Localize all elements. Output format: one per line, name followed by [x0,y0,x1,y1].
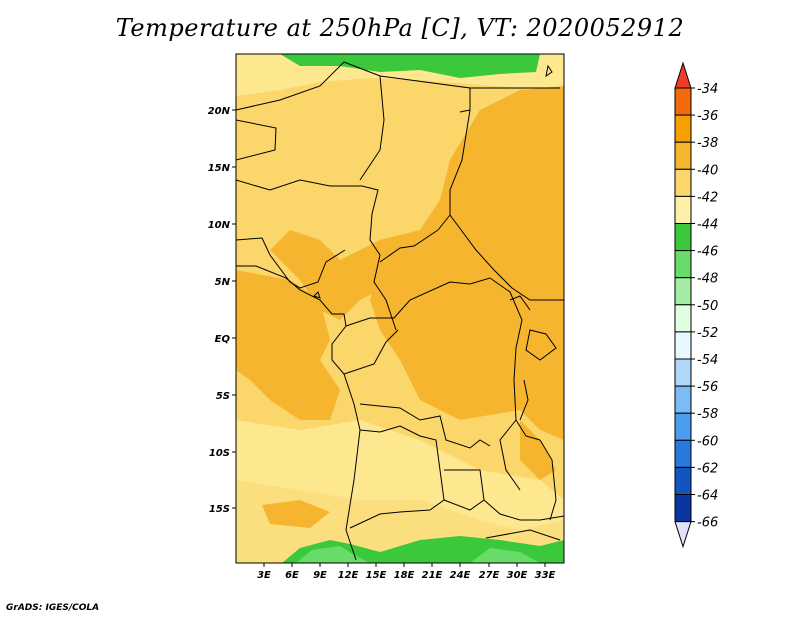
colorbar-bottom-arrow [674,521,692,549]
lon-tick-label: 15E [366,570,387,581]
colorbar-swatch [674,358,692,387]
colorbar-label: -64 [697,489,718,504]
lat-tick-label: 10N [208,220,231,231]
temperature-field [236,54,564,563]
chart-title: Temperature at 250hPa [C], VT: 202005291… [115,14,685,42]
lon-tick-label: 21E [422,570,443,581]
colorbar-swatch [674,412,692,441]
lon-tick-label: 27E [479,570,500,581]
colorbar-label: -40 [697,163,718,178]
lon-tick-label: 12E [338,570,359,581]
colorbar-swatch [674,304,692,333]
lat-tick-label: 15N [208,163,231,174]
latitude-axis: 20N 15N 10N 5N EQ 5S 10S 15S [208,106,236,515]
colorbar-swatch [674,141,692,170]
credit-label: GrADS: IGES/COLA [6,603,100,613]
colorbar-label: -54 [697,353,718,368]
lon-tick-label: 9E [313,570,327,581]
colorbar-label: -56 [697,380,718,395]
colorbar-swatch [674,385,692,414]
colorbar-top-arrow [674,61,692,89]
colorbar-swatch [674,168,692,197]
colorbar-label: -58 [697,407,718,422]
colorbar-label: -46 [697,245,718,260]
colorbar-label: -38 [697,136,718,151]
colorbar: -34 -36 -38 -40 -42 -44 -46 -48 -50 -52 -54 -56 -58 -… [674,61,718,549]
colorbar-swatch [674,466,692,495]
colorbar-label: -48 [697,272,718,287]
lat-tick-label: 15S [209,504,230,515]
lon-tick-label: 24E [450,570,471,581]
colorbar-swatch [674,195,692,224]
colorbar-label: -66 [697,516,718,531]
country-borders [236,61,564,561]
colorbar-label: -60 [697,434,718,449]
colorbar-swatch [674,114,692,143]
colorbar-label: -42 [697,190,718,205]
lon-tick-label: 3E [257,570,271,581]
lat-tick-label: EQ [215,334,231,345]
colorbar-label: -36 [697,109,718,124]
colorbar-swatch [674,439,692,468]
map-frame [235,53,565,564]
colorbar-swatch [674,250,692,279]
lat-tick-label: 5N [215,277,231,288]
colorbar-swatch [674,223,692,252]
colorbar-label: -50 [697,299,718,314]
colorbar-label: -62 [697,461,718,476]
colorbar-swatch [674,331,692,360]
colorbar-label: -52 [697,326,718,341]
lon-tick-label: 33E [535,570,556,581]
colorbar-swatch [674,277,692,306]
lon-tick-label: 6E [285,570,299,581]
lon-tick-label: 18E [394,570,415,581]
colorbar-label: -34 [697,82,718,97]
lat-tick-label: 5S [216,391,230,402]
lat-tick-label: 20N [208,106,231,117]
colorbar-label: -44 [697,218,718,233]
colorbar-swatch [674,494,692,523]
lon-tick-label: 30E [507,570,528,581]
longitude-axis: 3E 6E 9E 12E 15E 18E 21E 24E 27E 30E 33E [257,563,556,581]
lat-tick-label: 10S [209,448,230,459]
colorbar-swatch [674,87,692,116]
